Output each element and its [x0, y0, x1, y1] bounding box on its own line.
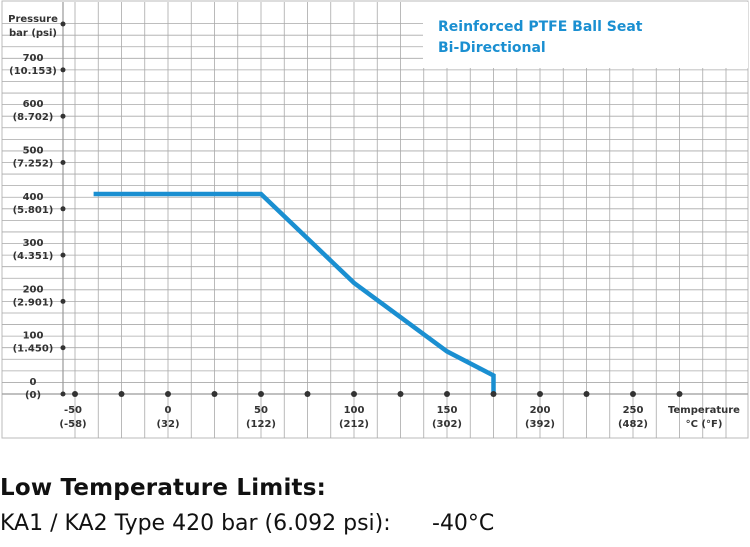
low-temperature-heading: Low Temperature Limits: — [0, 475, 327, 501]
x-tick-sublabel: (482) — [618, 419, 648, 430]
x-tick-label: 50 — [254, 405, 268, 416]
y-axis-tick-dot — [60, 160, 66, 165]
x-axis-tick-dot — [490, 391, 497, 397]
y-tick-label: 400 — [23, 192, 44, 203]
y-axis-tick-dot — [60, 252, 66, 258]
axis-tick-dots — [60, 21, 683, 397]
y-tick-label: 0 — [30, 377, 37, 388]
y-tick-sublabel: (5.801) — [13, 205, 54, 216]
x-tick-sublabel: (302) — [432, 419, 462, 430]
y-axis-tick-dot — [60, 113, 66, 119]
low-temperature-row: KA1 / KA2 Type 420 bar (6.092 psi): -40°… — [0, 506, 750, 542]
y-tick-sublabel: (4.351) — [13, 251, 54, 262]
x-tick-sublabel: (32) — [156, 419, 179, 430]
x-tick-sublabel: (-58) — [59, 419, 86, 430]
x-axis-tick-dot — [211, 391, 218, 397]
y-axis-tick-dot — [60, 391, 66, 397]
y-axis-tick-dot — [60, 298, 66, 304]
x-tick-label: 250 — [623, 405, 644, 416]
legend-line-2: Bi-Directional — [438, 40, 546, 56]
x-axis-tick-dot — [258, 391, 264, 397]
x-tick-sublabel: (212) — [339, 419, 369, 430]
y-tick-sublabel: (0) — [25, 390, 41, 401]
x-tick-label: 200 — [530, 405, 551, 416]
x-axis-tick-dot — [397, 391, 404, 397]
low-temperature-value: -40°C — [432, 511, 495, 536]
chart-frame — [1, 0, 749, 439]
x-tick-label: 0 — [165, 405, 172, 416]
x-axis-tick-dot — [118, 391, 125, 397]
low-temperature-label: KA1 / KA2 Type 420 bar (6.092 psi): — [0, 511, 391, 536]
x-axis-tick-dot — [537, 391, 543, 397]
y-tick-label: 100 — [23, 331, 44, 342]
legend-box — [423, 2, 748, 68]
y-axis-title-line-2: bar (psi) — [9, 28, 57, 39]
x-axis-tick-dot — [165, 391, 171, 397]
pressure-temperature-chart: Reinforced PTFE Ball Seat Bi-Directional… — [1, 0, 749, 439]
x-tick-sublabel: (392) — [525, 419, 555, 430]
y-tick-label: 600 — [23, 99, 44, 110]
x-tick-sublabel: (122) — [246, 419, 276, 430]
y-axis-tick-labels: 0 (0) 100 (1.450) 200 (2.901) 300 (4.351) 400 (5.… — [9, 53, 57, 401]
x-tick-label: 100 — [344, 405, 365, 416]
y-tick-label: 300 — [23, 238, 44, 249]
y-axis-tick-dot — [60, 206, 66, 212]
y-tick-label: 500 — [23, 146, 44, 157]
y-axis-tick-dot — [60, 345, 66, 351]
x-axis-title-line-2: °C (°F) — [686, 419, 723, 430]
x-axis-tick-labels: -50 (-58) 0 (32) 50 (122) 100 (212) 150 (302) 200 (… — [59, 405, 648, 430]
y-tick-sublabel: (10.153) — [9, 66, 57, 77]
x-axis-title-line-1: Temperature — [668, 405, 740, 416]
y-tick-label: 700 — [23, 53, 44, 64]
series-line — [93, 191, 496, 394]
x-tick-label: -50 — [64, 405, 82, 416]
y-axis-title-line-1: Pressure — [8, 14, 58, 25]
y-tick-sublabel: (8.702) — [13, 112, 54, 123]
footer: Low Temperature Limits: KA1 / KA2 Type 4… — [0, 470, 750, 542]
y-tick-sublabel: (7.252) — [13, 159, 54, 170]
x-axis-tick-dot — [676, 391, 683, 397]
x-axis-tick-dot — [444, 391, 450, 397]
y-axis-tick-dot — [60, 21, 66, 27]
x-axis-tick-dot — [583, 391, 590, 397]
x-axis-tick-dot — [630, 391, 636, 397]
y-tick-label: 200 — [23, 284, 44, 295]
x-axis-tick-dot — [351, 391, 357, 397]
y-tick-sublabel: (2.901) — [13, 297, 54, 308]
x-axis-tick-dot — [72, 391, 78, 397]
chart-series — [93, 191, 496, 394]
x-tick-label: 150 — [437, 405, 458, 416]
x-axis-tick-dot — [304, 391, 311, 397]
y-tick-sublabel: (1.450) — [13, 344, 54, 355]
y-axis-tick-dot — [60, 67, 66, 73]
legend-line-1: Reinforced PTFE Ball Seat — [438, 19, 643, 35]
